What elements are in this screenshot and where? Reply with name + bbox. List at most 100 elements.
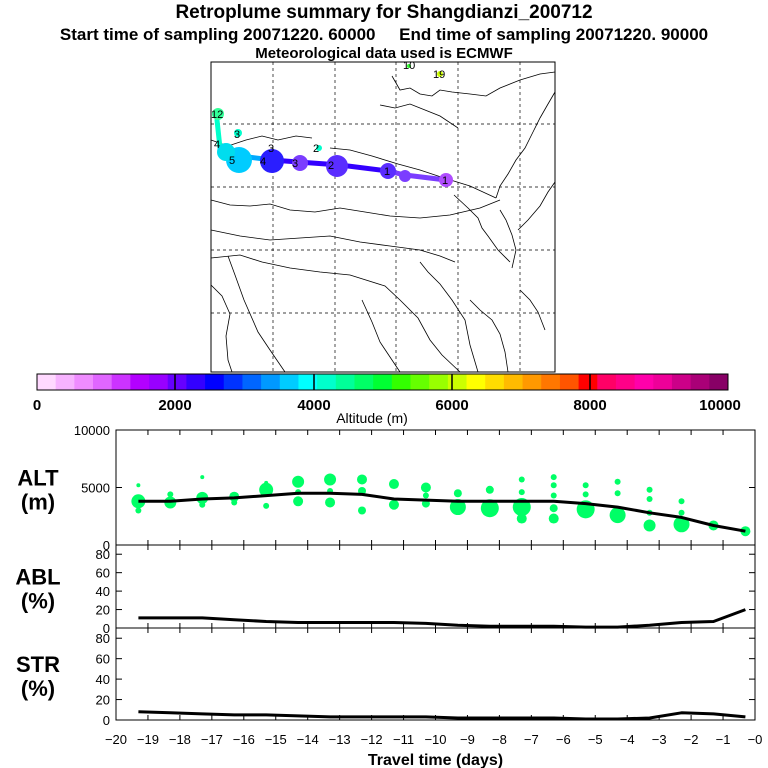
colorbar-swatch [167,374,187,390]
series-line [138,608,746,629]
colorbar-swatch [485,374,505,390]
x-tick-label: −8 [492,732,507,747]
colorbar-swatch [55,374,75,390]
colorbar-frame [36,373,729,391]
colorbar-tick: 4000 [297,397,330,414]
colorbar-ticks: 0 2000 4000 6000 8000 10000 [33,397,741,414]
y-tick-label: 0 [103,621,110,636]
cluster-point [646,496,653,502]
panel-alt: 0 5000 10000 ALT(m) [17,423,756,553]
x-tick-label: −13 [329,732,351,747]
end-time-label: End time of sampling 20071220. 90000 [399,25,709,44]
colorbar-swatch [149,374,169,390]
cluster-point [453,489,462,498]
panel-ylabel: (%) [21,589,55,614]
cluster-marker [217,143,235,161]
colorbar-swatch [93,374,113,390]
cluster-point [643,519,656,532]
map-label: 10 [403,60,415,72]
cluster-point [614,490,621,497]
map-graticule [211,62,555,372]
cluster-point [420,482,431,493]
colorbar-label: Altitude (m) [336,410,408,426]
start-time-label: Start time of sampling 20071220. 60000 [59,25,376,44]
colorbar-swatch [373,374,393,390]
x-tick-label: −1 [716,732,731,747]
cluster-marker [234,129,242,137]
map-label: 3 [292,158,298,170]
y-tick-label: 80 [96,547,110,562]
y-tick-label: 10000 [74,423,110,438]
cluster-point [263,502,270,509]
cluster-point [480,499,499,518]
map-label: 4 [214,139,220,151]
map-frame [210,61,556,373]
map-label: 2 [328,160,334,172]
colorbar-swatch [541,374,561,390]
x-tick-label: −7 [524,732,539,747]
x-tick-label: −4 [620,732,635,747]
cluster-point [292,475,305,488]
cluster-marker [292,155,308,171]
cluster-point [740,526,751,537]
x-tick-label: −16 [233,732,255,747]
cluster-point [388,499,399,510]
cluster-point [131,494,146,509]
series-line [138,491,746,533]
colorbar-swatch [578,374,598,390]
series-line [138,710,746,721]
cluster-point [582,491,589,498]
cluster-point [135,507,142,514]
y-tick-label: 20 [96,603,110,618]
cluster-point [678,498,685,505]
colorbar-swatch [242,374,262,390]
colorbar-swatch [559,374,580,390]
cluster-marker [437,71,443,77]
panel-frame [115,544,756,629]
colorbar-tick: 2000 [158,397,191,414]
colorbar-swatch [615,374,636,390]
colorbar-swatch [298,374,318,390]
cluster-point [518,489,525,496]
cluster-point [678,509,685,516]
cluster-marker [316,145,322,151]
cluster-point [614,478,621,485]
x-tick-label: −5 [588,732,603,747]
x-axis-label: Travel time (days) [368,752,503,768]
colorbar-swatch [391,374,412,390]
y-tick-label: 60 [96,652,110,667]
cluster-point [357,474,368,485]
cluster-point [200,475,205,480]
colorbar-swatch [130,374,150,390]
y-tick-label: 60 [96,566,110,581]
cluster-point [550,492,557,499]
colorbar-dividers [174,374,591,390]
cluster-point [550,482,557,489]
x-tick-label: −9 [460,732,475,747]
trajectory-clusters [212,64,453,187]
x-tick-label: −3 [652,732,667,747]
x-tick-label: −18 [169,732,191,747]
y-tick-label: 40 [96,672,110,687]
trajectory-labels: 1 1 2 2 3 3 3 4 4 5 12 10 19 [211,60,448,187]
colorbar-swatch [671,374,692,390]
panel-ylabel: (m) [21,490,55,515]
colorbar-tick: 6000 [435,397,468,414]
colorbar-swatch [74,374,94,390]
colorbar-swatch [37,374,57,390]
altitude-colorbar: 0 2000 4000 6000 8000 10000 Altitude (m) [33,373,741,426]
cluster-point [199,501,206,508]
cluster-point [582,482,589,489]
x-tick-label: −14 [297,732,319,747]
cluster-point [422,492,429,499]
cluster-point [485,485,494,494]
map-label: 19 [433,69,445,81]
colorbar-swatch [709,374,729,390]
y-tick-label: 20 [96,693,110,708]
met-data-label: Meteorological data used is ECMWF [255,45,513,62]
colorbar-swatch [317,374,337,390]
cluster-point [324,473,337,486]
x-tick-label: −6 [556,732,571,747]
